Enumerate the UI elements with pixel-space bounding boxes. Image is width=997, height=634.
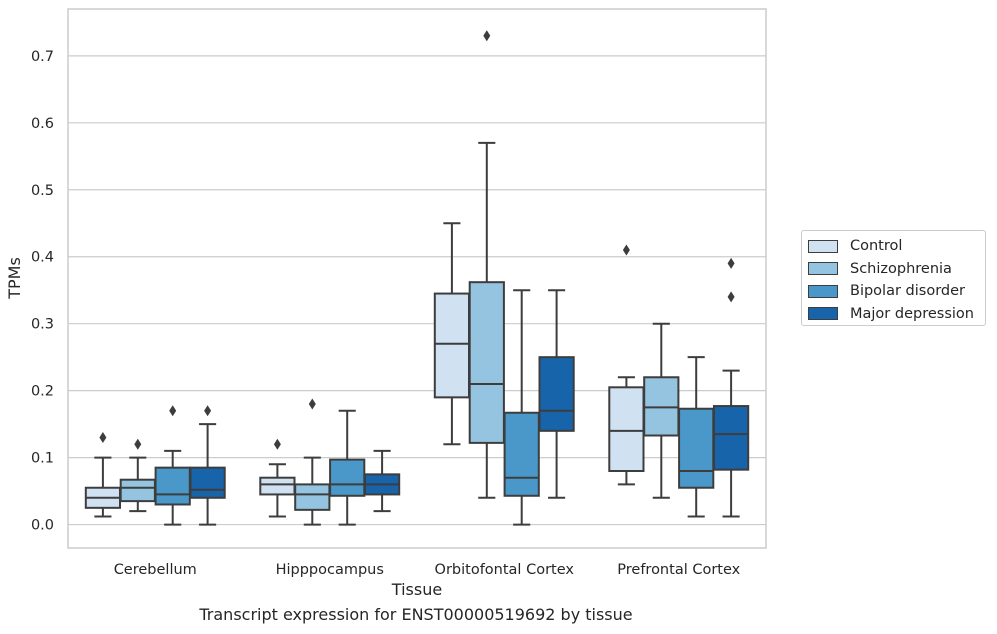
outlier-point xyxy=(169,405,177,417)
iqr-box xyxy=(538,356,575,432)
x-tick-label: Hipppocampus xyxy=(276,562,384,578)
legend-swatch-bipolar-disorder xyxy=(808,284,838,298)
box-major-depression xyxy=(363,449,401,513)
box-bipolar-disorder xyxy=(154,405,191,526)
outlier-point xyxy=(134,438,142,450)
legend-label-major-depression: Major depression xyxy=(850,305,974,322)
y-axis-label: TPMs xyxy=(5,257,24,300)
y-tick-label: 0.5 xyxy=(31,183,54,199)
y-tick-label: 0.1 xyxy=(31,451,54,467)
iqr-box xyxy=(503,411,540,497)
outlier-point xyxy=(622,244,630,256)
x-tick-label: Cerebellum xyxy=(114,562,197,578)
box-schizophrenia xyxy=(468,30,505,499)
legend-item-schizophrenia: Schizophrenia xyxy=(808,258,985,281)
y-tick-labels: 0.0 0.1 0.2 0.3 0.4 0.5 0.6 0.7 xyxy=(31,49,54,534)
x-axis-label: Tissue xyxy=(391,580,442,599)
box-schizophrenia xyxy=(294,398,331,526)
iqr-box xyxy=(189,466,226,499)
outlier-point xyxy=(273,438,281,450)
x-tick-labels: Cerebellum Hipppocampus Orbitofontal Corte… xyxy=(114,562,741,578)
outlier-point xyxy=(99,432,107,444)
iqr-box xyxy=(468,281,505,444)
y-tick-label: 0.6 xyxy=(31,116,54,132)
box-elements xyxy=(84,30,750,526)
x-tick-label: Orbitofontal Cortex xyxy=(435,562,575,578)
legend-swatch-control xyxy=(808,239,838,253)
box-control xyxy=(84,432,122,518)
y-tick-label: 0.0 xyxy=(31,518,54,534)
legend-item-major-depression: Major depression xyxy=(808,303,985,326)
legend-item-bipolar-disorder: Bipolar disorder xyxy=(808,280,985,303)
grid-lines xyxy=(68,55,766,526)
legend-item-control: Control xyxy=(808,235,985,258)
legend-label-bipolar-disorder: Bipolar disorder xyxy=(850,283,965,300)
iqr-box xyxy=(643,376,680,437)
outlier-point xyxy=(483,30,491,42)
outlier-point xyxy=(727,291,735,303)
legend: Control Schizophrenia Bipolar disorder M… xyxy=(801,230,986,326)
legend-swatch-schizophrenia xyxy=(808,262,838,276)
legend-label-schizophrenia: Schizophrenia xyxy=(850,260,952,277)
box-schizophrenia xyxy=(643,322,680,499)
iqr-box xyxy=(329,458,366,497)
iqr-box xyxy=(259,476,296,496)
box-schizophrenia xyxy=(119,438,156,513)
iqr-box xyxy=(678,407,715,489)
y-tick-label: 0.7 xyxy=(31,49,54,65)
box-major-depression xyxy=(189,405,226,526)
plot-frame xyxy=(67,8,767,549)
iqr-box xyxy=(608,386,645,473)
outlier-point xyxy=(204,405,212,417)
box-major-depression xyxy=(538,289,575,499)
box-bipolar-disorder xyxy=(503,289,540,526)
box-bipolar-disorder xyxy=(678,356,715,518)
y-tick-label: 0.2 xyxy=(31,384,54,400)
outlier-point xyxy=(727,257,735,269)
legend-swatch-major-depression xyxy=(808,307,838,321)
iqr-box xyxy=(294,483,331,511)
outlier-point xyxy=(308,398,316,410)
box-major-depression xyxy=(712,257,750,518)
y-tick-label: 0.4 xyxy=(31,250,54,266)
box-bipolar-disorder xyxy=(329,409,366,526)
y-tick-label: 0.3 xyxy=(31,317,54,333)
iqr-box xyxy=(433,292,471,399)
legend-label-control: Control xyxy=(850,238,903,255)
iqr-box xyxy=(154,466,191,506)
box-control xyxy=(608,244,645,486)
box-control xyxy=(259,438,296,518)
x-tick-label: Prefrontal Cortex xyxy=(617,562,740,578)
iqr-box xyxy=(712,405,750,471)
chart-caption: Transcript expression for ENST0000051969… xyxy=(199,605,633,624)
iqr-box xyxy=(119,478,156,503)
